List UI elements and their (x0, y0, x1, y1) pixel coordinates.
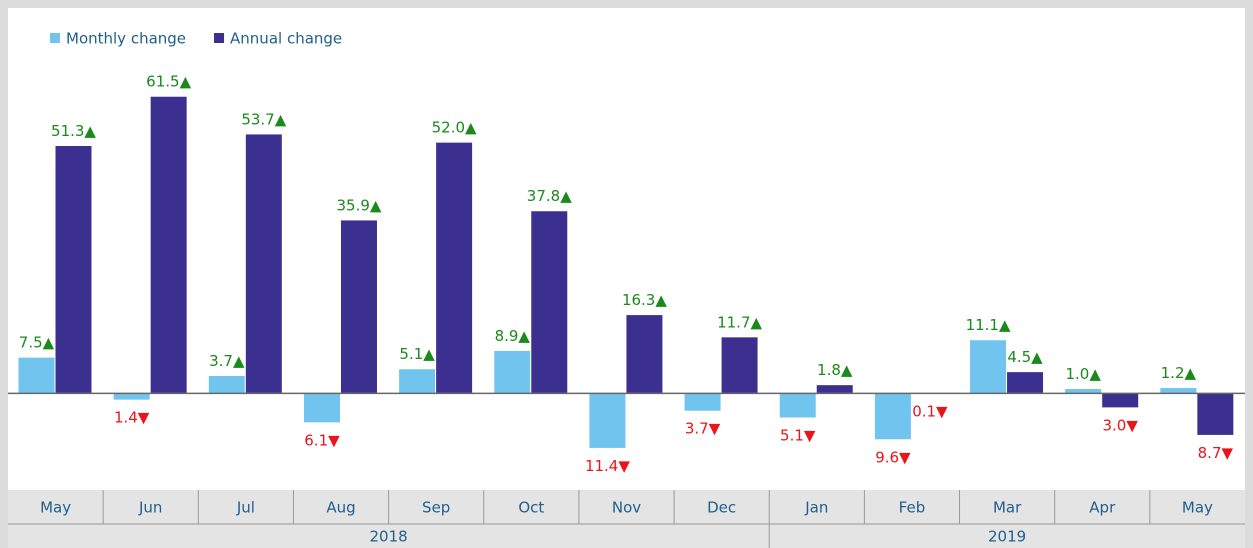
bar (149, 95, 188, 394)
data-label: 11.4▼ (585, 457, 630, 475)
bar (244, 133, 283, 394)
data-label: 7.5▲ (19, 334, 55, 352)
bar (588, 392, 627, 449)
data-label: 3.7▲ (209, 352, 245, 370)
legend-label: Annual change (230, 30, 342, 48)
x-tick-label: Mar (993, 499, 1022, 517)
bar (1196, 392, 1235, 436)
data-label: 3.0▼ (1102, 416, 1138, 434)
data-label: 16.3▲ (622, 291, 667, 309)
bar (339, 219, 378, 394)
legend-label: Monthly change (66, 30, 186, 48)
x-tick-label: Sep (422, 499, 450, 517)
x-tick-label: Aug (326, 499, 355, 517)
data-label: 4.5▲ (1007, 348, 1043, 366)
axis-area (8, 490, 1245, 548)
data-label: 8.7▼ (1198, 444, 1234, 462)
bar (625, 314, 664, 394)
data-label: 53.7▲ (241, 110, 286, 128)
data-label: 11.7▲ (717, 313, 762, 331)
data-label: 3.7▼ (685, 420, 721, 438)
bar (1101, 392, 1140, 409)
group-label: 2019 (988, 528, 1026, 546)
legend-swatch (50, 33, 60, 43)
bar (873, 392, 912, 441)
data-label: 5.1▼ (780, 427, 816, 445)
bar (1006, 371, 1045, 394)
bar (207, 374, 246, 394)
x-tick-label: May (1182, 499, 1213, 517)
data-label: 1.0▲ (1065, 365, 1101, 383)
data-label: 1.8▲ (817, 361, 853, 379)
x-tick-label: May (40, 499, 71, 517)
data-label: 5.1▲ (399, 345, 435, 363)
x-tick-label: Jun (138, 499, 162, 517)
bar (720, 336, 759, 394)
data-label: 1.2▲ (1161, 364, 1197, 382)
data-label: 6.1▼ (304, 431, 340, 449)
bar (493, 349, 532, 394)
bar (969, 339, 1008, 394)
x-tick-label: Dec (707, 499, 736, 517)
bar (17, 356, 56, 394)
x-tick-label: Feb (899, 499, 926, 517)
x-tick-label: Jul (236, 499, 255, 517)
plot-area (8, 8, 1245, 490)
data-label: 51.3▲ (51, 122, 96, 140)
bar (1159, 387, 1198, 394)
legend-swatch (214, 33, 225, 43)
bar (778, 392, 817, 419)
data-label: 52.0▲ (432, 119, 477, 137)
bar (815, 384, 854, 394)
group-label: 2018 (370, 528, 408, 546)
bar (302, 392, 341, 424)
data-label: 9.6▼ (875, 448, 911, 466)
bar (398, 368, 437, 394)
x-tick-label: Nov (612, 499, 641, 517)
data-label: 0.1▼ (912, 402, 948, 420)
data-label: 35.9▲ (336, 196, 381, 214)
data-label: 11.1▲ (966, 316, 1011, 334)
x-tick-label: Apr (1089, 499, 1116, 517)
data-label: 1.4▼ (114, 409, 150, 427)
bar (530, 210, 569, 394)
data-label: 37.8▲ (527, 187, 572, 205)
x-tick-label: Oct (518, 499, 544, 517)
x-tick-label: Jan (804, 499, 828, 517)
data-label: 61.5▲ (146, 73, 191, 91)
data-label: 8.9▲ (495, 327, 531, 345)
bar (683, 392, 722, 412)
bar (435, 141, 474, 394)
bar (54, 145, 93, 394)
bar (112, 392, 151, 401)
